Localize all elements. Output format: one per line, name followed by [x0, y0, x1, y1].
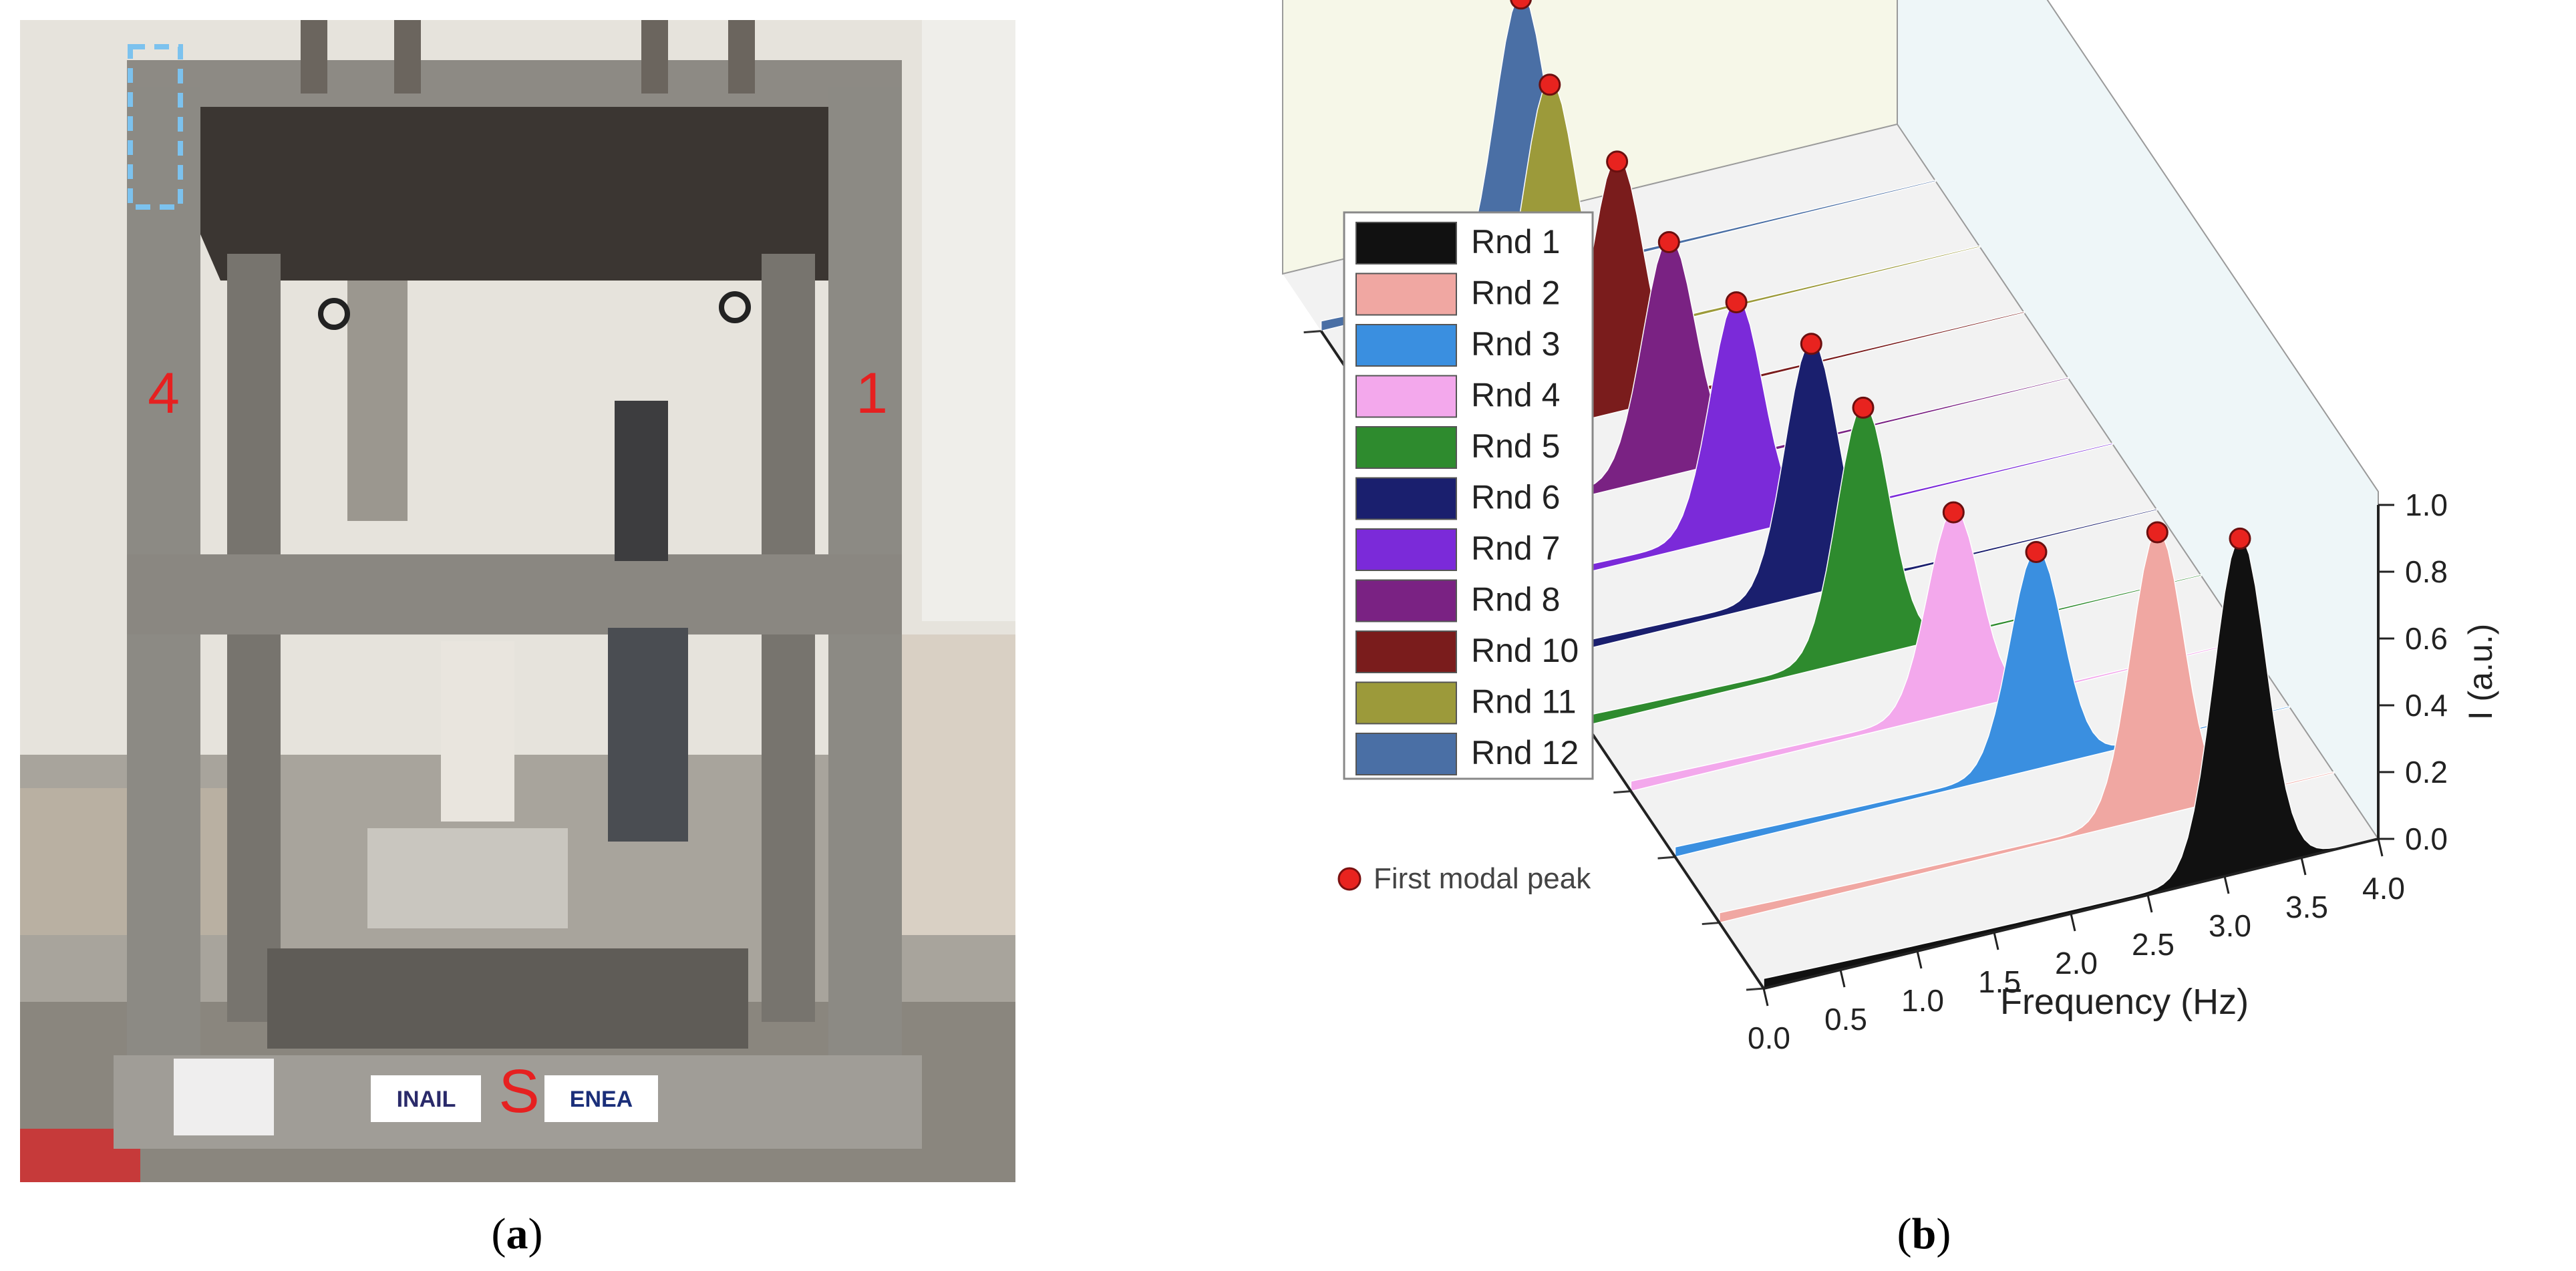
test-frame-photo [20, 20, 1015, 1182]
x-tick-label: 3.0 [2209, 908, 2251, 943]
x-tick-label: 1.5 [1978, 964, 2021, 999]
x-tick-label: 0.0 [1748, 1021, 1790, 1055]
first-modal-peak-marker-rnd-6 [1800, 333, 1822, 355]
legend-label-rnd-6: Rnd 6 [1471, 479, 1560, 516]
z-tick-label: 0.0 [2405, 822, 2448, 856]
legend-swatch-rnd-1 [1355, 222, 1457, 264]
z-tick-label: 1.0 [2405, 488, 2448, 522]
peak-marker-legend-label: First modal peak [1374, 862, 1591, 895]
legend-label-rnd-3: Rnd 3 [1471, 325, 1560, 363]
corner-label-1: 1 [856, 361, 888, 425]
series-area-rnd-5 [1586, 403, 2202, 727]
z-tick-label: 0.4 [2405, 688, 2448, 723]
x-axis-tick [1993, 932, 1999, 950]
peak-marker-legend-icon [1337, 867, 1361, 891]
legend-label-rnd-12: Rnd 12 [1471, 734, 1579, 771]
z-tick-label: 0.2 [2405, 755, 2448, 789]
test-axis-tick [1746, 987, 1764, 991]
legend-swatch-rnd-5 [1355, 426, 1457, 469]
legend-swatch-rnd-6 [1355, 477, 1457, 520]
z-tick-label: 0.6 [2405, 621, 2448, 656]
corner-label-4: 4 [148, 361, 180, 425]
panel-a-caption: (a) [491, 1210, 543, 1258]
legend-label-rnd-10: Rnd 10 [1471, 632, 1579, 669]
first-modal-peak-marker-rnd-4 [1942, 501, 1965, 524]
first-modal-peak-marker-rnd-12 [1510, 0, 1532, 10]
first-modal-peak-marker-rnd-1 [2229, 527, 2251, 550]
legend-swatch-rnd-4 [1355, 375, 1457, 418]
x-axis-tick [1839, 969, 1846, 988]
x-axis-tick [2146, 894, 2153, 913]
enea-banner-text: ENEA [570, 1087, 633, 1112]
z-axis-label: I (a.u.) [2462, 624, 2499, 720]
legend-label-rnd-2: Rnd 2 [1471, 275, 1560, 312]
x-tick-label: 0.5 [1824, 1002, 1867, 1037]
legend-swatch-rnd-2 [1355, 273, 1457, 316]
test-axis-tick [1657, 856, 1675, 860]
peak-marker-legend: First modal peak [1337, 862, 1591, 895]
x-axis-tick [1916, 950, 1923, 969]
first-modal-peak-marker-rnd-3 [2025, 541, 2048, 563]
test-axis-tick [1702, 922, 1720, 926]
x-tick-label: 3.5 [2285, 890, 2328, 924]
legend-swatch-rnd-10 [1355, 630, 1457, 673]
legend-label-rnd-4: Rnd 4 [1471, 377, 1560, 414]
panel-b-caption: (b) [1897, 1210, 1951, 1258]
legend-label-rnd-5: Rnd 5 [1471, 427, 1560, 465]
sensor-location-box [128, 44, 183, 210]
legend-swatch-rnd-12 [1355, 733, 1457, 775]
x-axis-tick [2223, 876, 2230, 894]
chart-back-wall [1282, 0, 1898, 275]
legend-swatch-rnd-11 [1355, 681, 1457, 725]
x-tick-label: 4.0 [2362, 871, 2405, 906]
chart-legend: Rnd 1 Rnd 2 Rnd 3 Rnd 4 Rnd 5 Rnd 6 Rnd 7 Rnd 8… [1343, 211, 1594, 780]
first-modal-peak-marker-rnd-10 [1606, 150, 1629, 173]
first-modal-peak-marker-rnd-7 [1725, 291, 1748, 314]
legend-swatch-rnd-3 [1355, 324, 1457, 367]
legend-label-rnd-1: Rnd 1 [1471, 223, 1560, 260]
legend-swatch-rnd-8 [1355, 579, 1457, 622]
x-tick-label: 1.0 [1901, 983, 1944, 1018]
corner-label-s: S [498, 1057, 539, 1125]
x-tick-label: 2.5 [2132, 927, 2175, 962]
legend-swatch-rnd-7 [1355, 528, 1457, 571]
x-tick-label: 2.0 [2055, 946, 2098, 980]
x-axis-tick [1762, 988, 1769, 1007]
z-tick-label: 0.8 [2405, 554, 2448, 589]
test-axis-tick [1303, 330, 1321, 334]
inail-banner-text: INAIL [397, 1087, 456, 1112]
x-axis-tick [2070, 913, 2076, 932]
x-axis-label: Frequency (Hz) [2000, 982, 2249, 1022]
test-axis-tick [1613, 790, 1631, 794]
first-modal-peak-marker-rnd-5 [1852, 396, 1875, 419]
legend-label-rnd-8: Rnd 8 [1471, 581, 1560, 618]
first-modal-peak-marker-rnd-11 [1539, 73, 1561, 96]
x-axis-tick [2377, 838, 2384, 857]
x-axis-tick [2300, 857, 2307, 876]
legend-label-rnd-11: Rnd 11 [1471, 683, 1577, 721]
legend-label-rnd-7: Rnd 7 [1471, 530, 1560, 567]
first-modal-peak-marker-rnd-8 [1657, 231, 1680, 253]
first-modal-peak-marker-rnd-2 [2146, 521, 2168, 544]
